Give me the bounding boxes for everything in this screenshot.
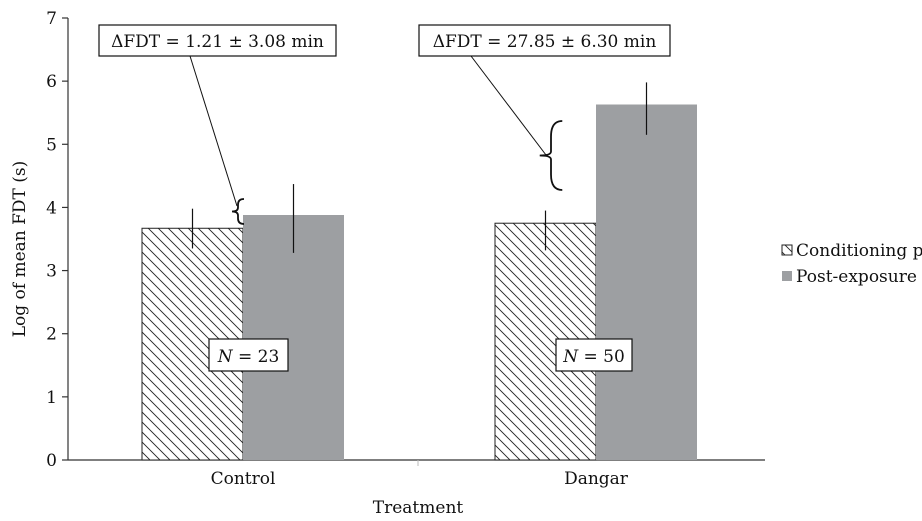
- legend-swatch-post-exposure: [782, 271, 792, 281]
- y-tick-label: 4: [46, 198, 57, 218]
- legend-swatch-conditioning: [781, 244, 793, 256]
- y-tick-label: 1: [46, 388, 57, 408]
- brace: [231, 198, 245, 225]
- x-axis-title: Treatment: [373, 498, 464, 518]
- n-label: N = 23: [217, 347, 280, 367]
- leader-line: [189, 55, 238, 207]
- n-label-box: [555, 338, 633, 372]
- x-tick-label: Dangar: [564, 469, 629, 489]
- x-tick-label: Control: [211, 469, 276, 489]
- bar-post-exposure: [243, 215, 344, 460]
- n-label-value: = 23: [233, 347, 280, 367]
- delta-fdt-label: ΔFDT = 1.21 ± 3.08 min: [111, 32, 324, 52]
- bars: [141, 104, 697, 461]
- n-label-italic: N: [217, 347, 234, 367]
- legend-label: Conditioning phase: [796, 241, 922, 261]
- error-bars: [191, 82, 648, 253]
- y-axis-title: Log of mean FDT (s): [10, 161, 30, 338]
- delta-fdt-box: [418, 24, 671, 57]
- n-label-value: = 50: [578, 347, 625, 367]
- y-tick-label: 7: [46, 9, 57, 29]
- y-tick-label: 0: [46, 451, 57, 471]
- n-label-italic: N: [562, 347, 579, 367]
- y-tick-label: 6: [46, 72, 57, 92]
- y-tick-label: 5: [46, 135, 57, 155]
- brace: [539, 120, 563, 191]
- delta-fdt-value: 1.21 ± 3.08 min: [185, 32, 324, 52]
- legend-label: Post-exposure phase: [796, 267, 922, 287]
- bar-post-exposure: [596, 104, 697, 461]
- y-tick-label: 3: [46, 262, 57, 282]
- n-label-box: [208, 338, 289, 372]
- delta-fdt-prefix: ΔFDT =: [111, 32, 185, 52]
- delta-fdt-label: ΔFDT = 27.85 ± 6.30 min: [433, 32, 657, 52]
- y-tick-label: 2: [46, 325, 57, 345]
- leader-line: [470, 55, 547, 156]
- delta-fdt-prefix: ΔFDT =: [433, 32, 507, 52]
- n-label: N = 50: [562, 347, 625, 367]
- delta-fdt-box: [98, 24, 337, 57]
- delta-fdt-value: 27.85 ± 6.30 min: [507, 32, 657, 52]
- annotations: ΔFDT = 1.21 ± 3.08 min ΔFDT = 27.85 ± 6.3…: [98, 24, 671, 372]
- legend: Conditioning phase Post-exposure phase: [781, 241, 922, 287]
